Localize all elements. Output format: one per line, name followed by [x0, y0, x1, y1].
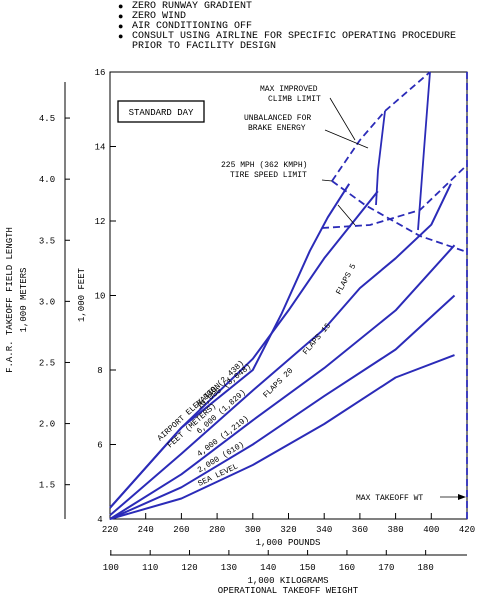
y2-tick-label: 1.5	[39, 481, 55, 491]
flaps-boundary-a	[375, 110, 386, 206]
climb-limit-label: MAX IMPROVED	[260, 85, 318, 94]
flap-boundary-lines	[375, 71, 431, 231]
flaps-boundary-b	[417, 71, 431, 231]
y-tick-label: 8	[97, 366, 102, 376]
flaps-5-label: FLAPS 5	[335, 262, 359, 296]
x2-tick-label: 150	[299, 563, 315, 573]
curve-layer	[109, 183, 456, 520]
tire-speed-label-2: TIRE SPEED LIMIT	[230, 171, 307, 180]
plot-frame	[109, 71, 468, 520]
y-tick-label: 6	[97, 441, 102, 451]
tire-speed-label: 225 MPH (362 KMPH)	[221, 161, 307, 170]
x2-axis-label: 1,000 KILOGRAMS	[247, 576, 328, 586]
x-tick-label: 420	[459, 525, 475, 535]
x-tick-label: 220	[102, 525, 118, 535]
x-tick-label: 340	[316, 525, 332, 535]
y2-tick-label: 4.5	[39, 114, 55, 124]
y2-tick-label: 4.0	[39, 175, 55, 185]
leader-lines	[321, 97, 460, 498]
y-axis-label: 1,000 FEET	[77, 267, 87, 322]
x2-tick-label: 120	[181, 563, 197, 573]
maxwt-arrowhead	[458, 494, 466, 500]
x-tick-label: 320	[280, 525, 296, 535]
note-item: PRIOR TO FACILITY DESIGN	[132, 41, 277, 52]
y-tick-label: 12	[95, 217, 106, 227]
x2-tick-label: 140	[260, 563, 276, 573]
y-tick-label: 14	[95, 143, 106, 153]
elevation-curve	[109, 190, 379, 509]
elevation-curve	[109, 244, 456, 520]
flaps-20-label: FLAPS 20	[262, 366, 296, 400]
elevation-curve	[109, 294, 456, 520]
x-axis-label: 1,000 POUNDS	[256, 538, 321, 548]
x-tick-label: 240	[138, 525, 154, 535]
chart-notes: ZERO RUNWAY GRADIENT ZERO WIND AIR CONDI…	[118, 2, 456, 52]
leader-brake	[324, 129, 369, 149]
y2-tick-label: 3.0	[39, 297, 55, 307]
x-tick-label: 360	[352, 525, 368, 535]
standard-day-box	[117, 100, 205, 123]
tick-layer: 220 240 260 280 300 320 340 360 380 400 420 4 6 8 10 12…	[39, 68, 475, 573]
elevation-curve	[109, 183, 351, 509]
note-item: ZERO WIND	[118, 12, 456, 23]
y2-tick-label: 2.0	[39, 420, 55, 430]
leader-tire	[321, 179, 333, 182]
limit-lines	[321, 71, 468, 519]
x2-tick-label: 180	[418, 563, 434, 573]
y-tick-label: 16	[95, 68, 106, 78]
elevation-curve	[109, 183, 452, 517]
y-tick-label: 4	[97, 515, 102, 525]
standard-day-label: STANDARD DAY	[129, 108, 194, 118]
climb-limit-label-2: CLIMB LIMIT	[268, 95, 321, 104]
flaps-15-label: FLAPS 15	[301, 322, 333, 357]
climb-limit-line	[331, 71, 431, 182]
x-tick-label: 380	[387, 525, 403, 535]
x-tick-label: 280	[209, 525, 225, 535]
x2-tick-label: 100	[103, 563, 119, 573]
leader-tire-2	[337, 204, 356, 226]
y2-axis-label-line2: 1,000 METERS	[19, 268, 29, 333]
y-tick-label: 10	[95, 292, 106, 302]
y2-tick-label: 2.5	[39, 358, 55, 368]
brake-energy-label: UNBALANCED FOR	[244, 114, 311, 123]
leader-climb	[329, 97, 356, 141]
x2-tick-label: 160	[339, 563, 355, 573]
tire-speed-limit-line	[331, 180, 468, 253]
note-item: ZERO RUNWAY GRADIENT	[118, 2, 456, 13]
note-item: CONSULT USING AIRLINE FOR SPECIFIC OPERA…	[118, 32, 456, 43]
brake-energy-label-2: BRAKE ENERGY	[248, 124, 306, 133]
x2-axis-label-line2: OPERATIONAL TAKEOFF WEIGHT	[218, 586, 359, 596]
y2-tick-label: 3.5	[39, 236, 55, 246]
brake-energy-limit-line	[321, 164, 468, 229]
y2-axis-label: F.A.R. TAKEOFF FIELD LENGTH	[5, 227, 15, 373]
x-tick-label: 260	[173, 525, 189, 535]
x2-tick-label: 110	[142, 563, 158, 573]
max-takeoff-label: MAX TAKEOFF WT	[356, 494, 423, 503]
x-tick-label: 300	[245, 525, 261, 535]
elevation-curve	[109, 354, 455, 520]
note-item: AIR CONDITIONING OFF	[118, 22, 456, 33]
x2-tick-label: 130	[221, 563, 237, 573]
x2-tick-label: 170	[378, 563, 394, 573]
x-tick-label: 400	[423, 525, 439, 535]
